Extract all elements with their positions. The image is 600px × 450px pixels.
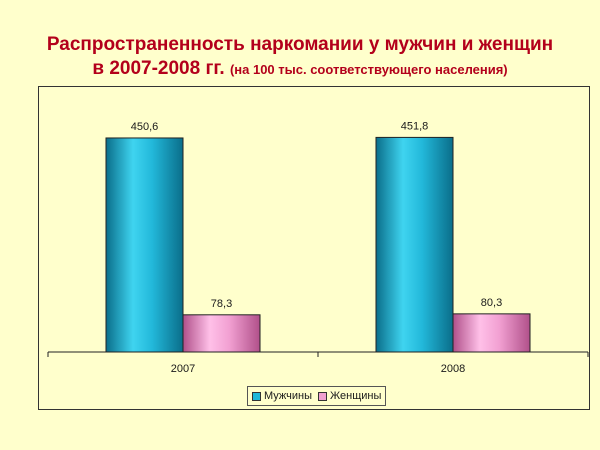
bar-women-2007 [182,314,261,353]
data-label-men-2008: 451,8 [401,120,429,132]
x-tick-label-2008: 2008 [441,363,465,375]
legend-item-women: Женщины [318,390,381,402]
x-tick-label-2007: 2007 [171,363,195,375]
data-label-women-2008: 80,3 [481,297,502,309]
title-line-2: в 2007-2008 гг. (на 100 тыс. соответству… [0,57,600,82]
legend-label-men: Мужчины [264,390,313,402]
data-label-men-2007: 450,6 [131,121,159,133]
title-note: (на 100 тыс. соответствующего населения) [229,62,508,77]
legend: Мужчины Женщины [247,386,387,406]
bar-men-2008 [375,136,454,353]
title-years: в 2007-2008 гг. [92,58,225,79]
title-line-1: Распространенность наркомании у мужчин и… [46,34,554,55]
chart-title: Распространенность наркомании у мужчин и… [0,33,600,82]
legend-swatch-women [318,391,328,401]
data-label-women-2007: 78,3 [211,298,232,310]
legend-label-women: Женщины [330,390,382,402]
legend-swatch-men [252,391,261,401]
legend-item-men: Мужчины [252,390,312,402]
bar-men-2007 [105,137,184,353]
bar-women-2008 [452,313,531,353]
